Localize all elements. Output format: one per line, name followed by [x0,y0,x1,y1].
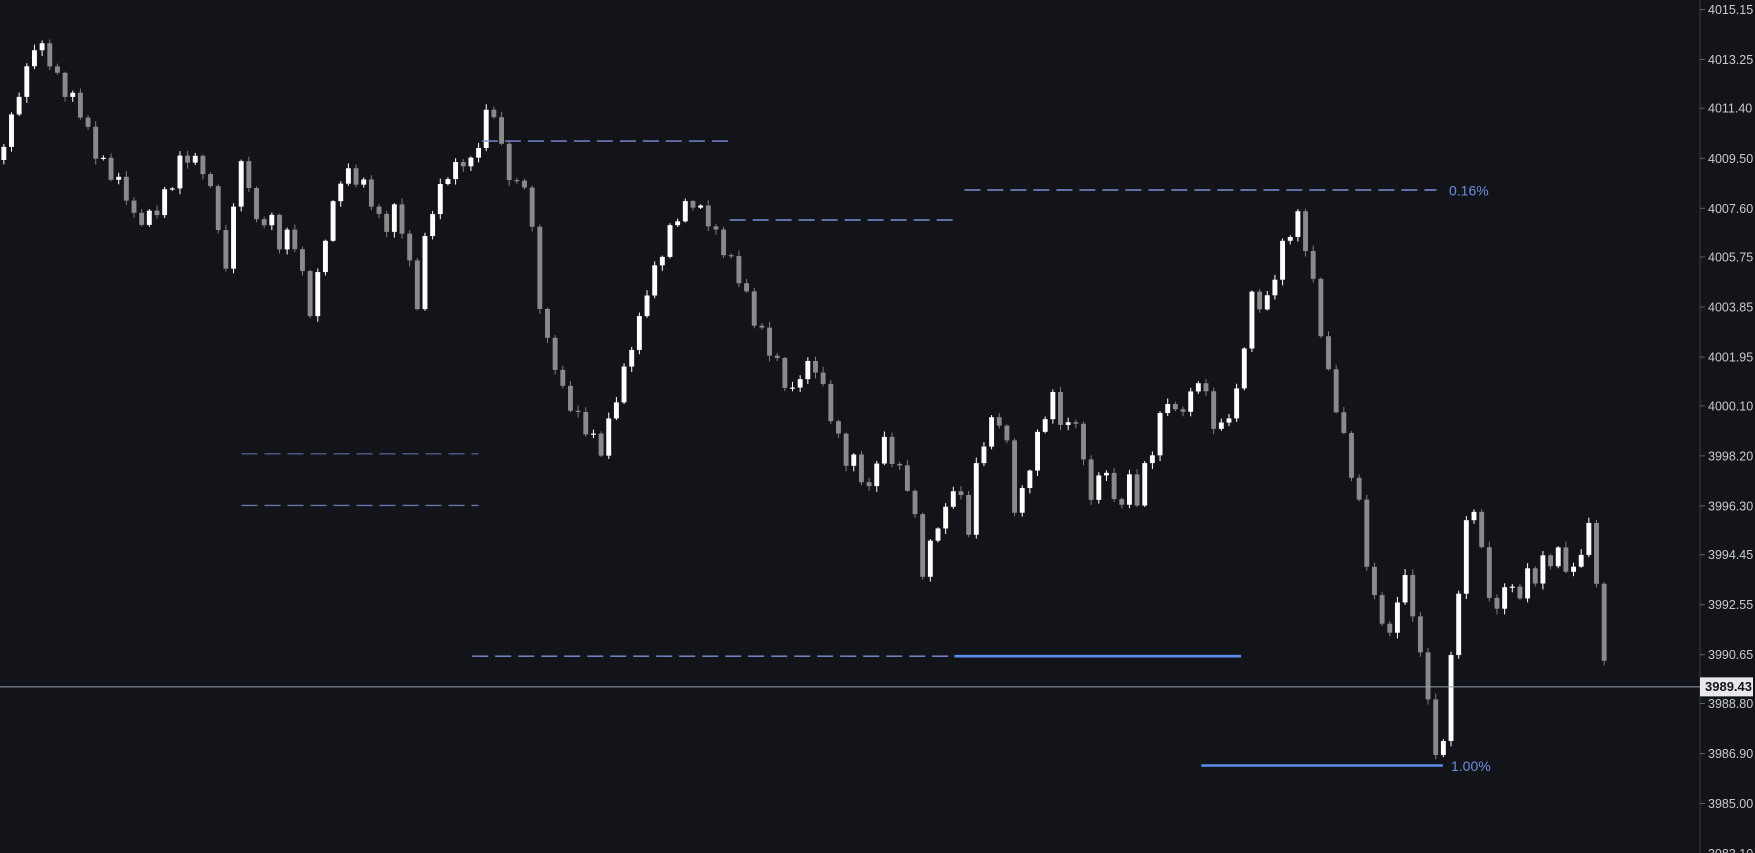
svg-text:3988.80: 3988.80 [1708,697,1753,711]
svg-text:4001.95: 4001.95 [1708,351,1753,365]
svg-text:4011.40: 4011.40 [1708,102,1752,116]
svg-text:3983.10: 3983.10 [1708,847,1753,853]
svg-text:4005.75: 4005.75 [1708,251,1753,265]
svg-text:4007.60: 4007.60 [1708,202,1753,216]
svg-text:4015.15: 4015.15 [1708,3,1753,17]
svg-text:3996.30: 3996.30 [1708,499,1753,513]
svg-text:1.00%: 1.00% [1451,758,1491,774]
svg-text:4000.10: 4000.10 [1708,399,1753,413]
svg-text:3994.45: 3994.45 [1708,548,1753,562]
svg-text:3990.65: 3990.65 [1708,648,1753,662]
svg-text:3992.55: 3992.55 [1708,598,1753,612]
svg-text:4013.25: 4013.25 [1708,53,1753,67]
svg-text:3985.00: 3985.00 [1708,797,1753,811]
svg-text:3998.20: 3998.20 [1708,449,1753,463]
svg-text:3986.90: 3986.90 [1708,747,1753,761]
svg-text:3989.43: 3989.43 [1705,679,1752,694]
svg-text:4003.85: 4003.85 [1708,301,1753,315]
svg-text:0.16%: 0.16% [1449,183,1489,199]
svg-text:4009.50: 4009.50 [1708,152,1753,166]
